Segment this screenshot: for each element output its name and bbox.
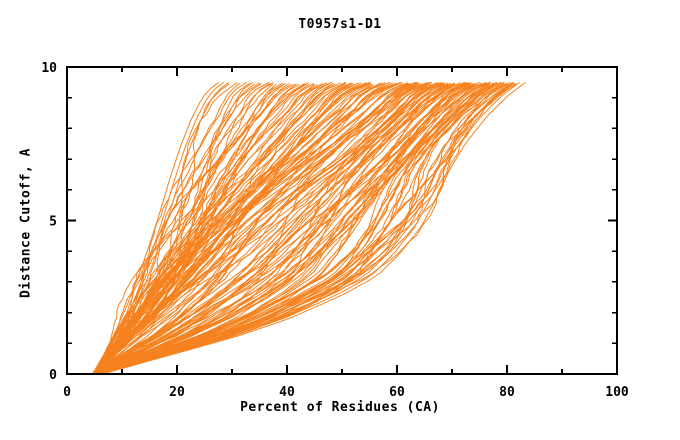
data-curve-outlier bbox=[103, 81, 526, 373]
y-tick-label: 5 bbox=[49, 215, 57, 230]
data-curve bbox=[101, 82, 514, 373]
x-tick-label: 100 bbox=[605, 385, 629, 400]
data-curve bbox=[99, 81, 497, 373]
data-curve bbox=[94, 82, 428, 373]
data-curve-outlier bbox=[92, 82, 220, 373]
data-curve bbox=[95, 83, 411, 373]
data-curve bbox=[94, 83, 400, 373]
data-curve bbox=[95, 82, 439, 373]
data-curve-outlier bbox=[97, 81, 225, 373]
data-curve-outlier bbox=[91, 81, 514, 373]
data-curve bbox=[99, 82, 468, 373]
data-curve bbox=[96, 82, 433, 373]
curve-bundle bbox=[91, 81, 526, 373]
data-curve bbox=[95, 83, 421, 373]
axis-ticks bbox=[66, 66, 618, 375]
data-curve bbox=[95, 82, 332, 373]
data-curve bbox=[95, 83, 404, 373]
data-curve bbox=[96, 83, 452, 373]
data-curve bbox=[99, 84, 468, 373]
data-curve bbox=[94, 82, 419, 373]
data-curve bbox=[100, 82, 507, 373]
data-curve bbox=[99, 83, 505, 373]
data-curve bbox=[99, 83, 475, 373]
x-tick-label: 60 bbox=[389, 385, 405, 400]
data-curve bbox=[95, 83, 431, 373]
data-curve bbox=[97, 84, 460, 373]
data-curve bbox=[96, 83, 454, 373]
data-curve bbox=[96, 83, 424, 373]
data-curve bbox=[99, 83, 478, 373]
data-curve bbox=[99, 83, 474, 373]
data-curve bbox=[95, 84, 432, 373]
chart-title: T0957s1-D1 bbox=[298, 17, 382, 32]
x-tick-label: 20 bbox=[169, 385, 185, 400]
data-curve bbox=[100, 81, 505, 373]
data-curve bbox=[96, 82, 461, 373]
x-tick-label: 0 bbox=[63, 385, 71, 400]
axis-tick-labels: 0 20 40 60 80 100 0 5 10 bbox=[41, 61, 629, 400]
y-tick-label: 0 bbox=[49, 368, 57, 383]
data-curve bbox=[95, 83, 250, 373]
x-tick-label: 40 bbox=[279, 385, 295, 400]
data-curve bbox=[96, 82, 429, 373]
data-curve-outlier bbox=[102, 82, 229, 373]
data-curve bbox=[94, 82, 283, 373]
x-tick-label: 80 bbox=[499, 385, 515, 400]
y-tick-label: 10 bbox=[41, 61, 57, 76]
data-curve bbox=[93, 82, 359, 373]
x-axis-label: Percent of Residues (CA) bbox=[240, 400, 440, 415]
data-curve bbox=[94, 82, 386, 373]
data-curve-outlier bbox=[97, 81, 520, 373]
